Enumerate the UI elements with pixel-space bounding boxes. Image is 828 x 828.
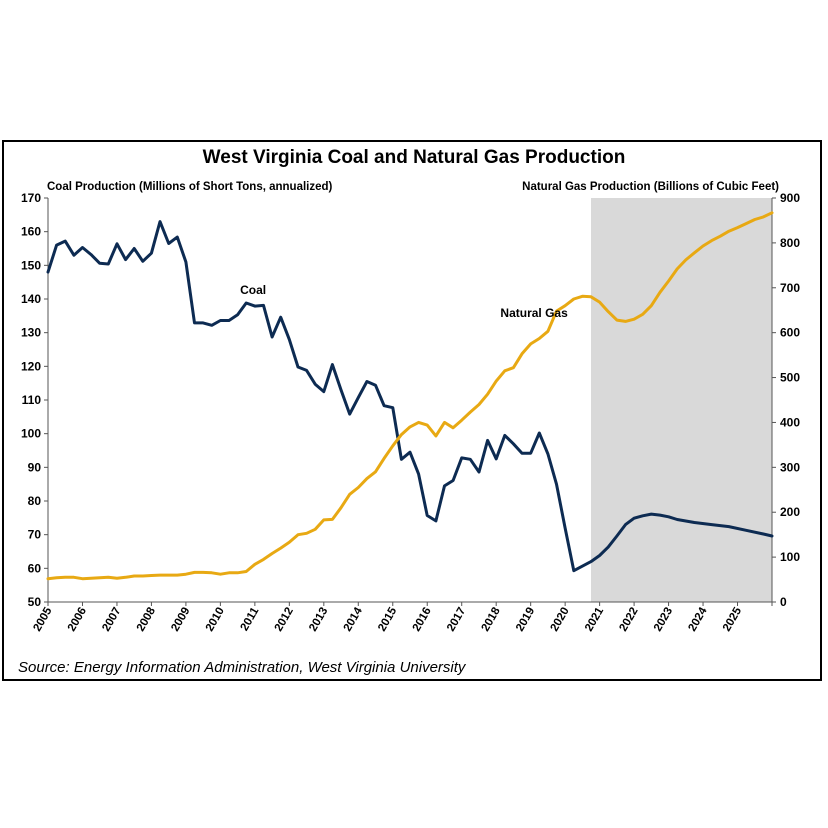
- x-tick-label: 2005: [31, 605, 54, 634]
- left-tick-label: 50: [28, 595, 42, 609]
- x-tick-label: 2019: [514, 606, 537, 634]
- coal-line: [46, 220, 774, 573]
- left-tick-label: 70: [28, 528, 42, 542]
- right-tick-label: 700: [780, 281, 800, 295]
- left-tick-label: 130: [21, 326, 41, 340]
- x-tick-label: 2013: [307, 606, 330, 634]
- natural-gas-series-label: Natural Gas: [500, 306, 568, 320]
- x-tick-label: 2009: [169, 606, 192, 634]
- right-tick-label: 600: [780, 326, 800, 340]
- right-tick-label: 100: [780, 550, 800, 564]
- x-tick-label: 2021: [583, 605, 606, 634]
- left-axis-title: Coal Production (Millions of Short Tons,…: [47, 181, 333, 193]
- x-tick-label: 2008: [135, 605, 158, 634]
- left-tick-label: 90: [28, 460, 42, 474]
- right-tick-label: 800: [780, 236, 800, 250]
- right-axis-title: Natural Gas Production (Billions of Cubi…: [522, 181, 779, 193]
- coal-series-label: Coal: [240, 283, 266, 297]
- x-tick-label: 2024: [686, 605, 709, 634]
- x-tick-label: 2020: [549, 606, 572, 634]
- forecast-shading-layer: [591, 198, 772, 602]
- left-tick-label: 160: [21, 225, 41, 239]
- x-tick-label: 2017: [445, 606, 468, 634]
- source-note: Source: Energy Information Administratio…: [18, 659, 466, 676]
- right-tick-label: 400: [780, 415, 800, 429]
- x-tick-label: 2011: [239, 605, 262, 633]
- x-tick-label: 2014: [342, 605, 365, 634]
- right-tick-label: 300: [780, 460, 800, 474]
- x-tick-label: 2012: [273, 606, 296, 634]
- forecast-shade: [591, 198, 772, 602]
- x-tick-label: 2023: [652, 606, 675, 634]
- left-tick-label: 80: [28, 494, 42, 508]
- x-tick-label: 2015: [376, 605, 399, 634]
- x-tick-label: 2007: [100, 606, 123, 634]
- right-tick-label: 900: [780, 191, 800, 205]
- x-tick-label: 2010: [204, 606, 227, 634]
- left-tick-label: 110: [22, 393, 42, 407]
- left-tick-label: 140: [21, 292, 41, 306]
- x-tick-label: 2006: [66, 606, 89, 634]
- x-tick-label: 2025: [721, 605, 744, 634]
- x-tick-label: 2016: [411, 606, 434, 634]
- x-tick-label: 2022: [618, 606, 641, 634]
- left-tick-label: 120: [21, 359, 41, 373]
- left-tick-label: 60: [28, 561, 42, 575]
- series-layer: [46, 211, 774, 581]
- left-tick-label: 100: [21, 427, 41, 441]
- right-tick-label: 0: [780, 595, 787, 609]
- x-tick-label: 2018: [480, 605, 503, 634]
- right-tick-label: 200: [780, 505, 800, 519]
- left-tick-label: 150: [21, 258, 41, 272]
- right-tick-label: 500: [780, 371, 800, 385]
- left-tick-label: 170: [21, 191, 41, 205]
- natural-gas-line: [46, 211, 774, 581]
- chart-title: West Virginia Coal and Natural Gas Produ…: [202, 147, 626, 168]
- labels-layer: Coal Natural Gas: [240, 283, 568, 320]
